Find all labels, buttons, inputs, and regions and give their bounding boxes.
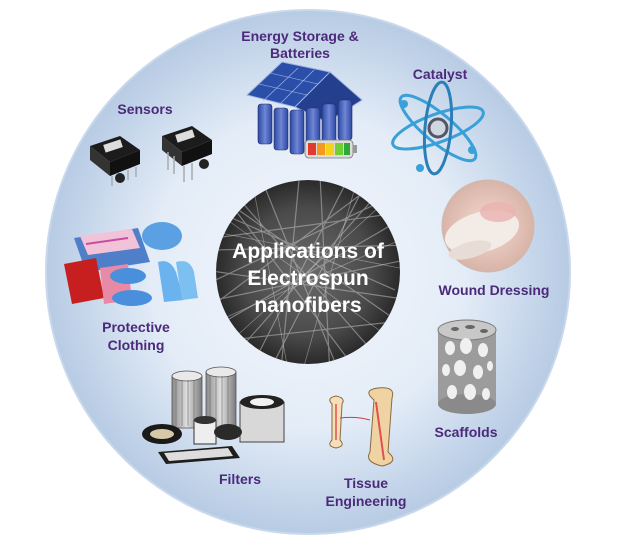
filters-label: Filters bbox=[219, 471, 261, 487]
wound-dressing-icon bbox=[441, 179, 535, 273]
protective-gear-icon bbox=[64, 222, 198, 306]
protective-label-line2: Clothing bbox=[108, 337, 165, 353]
energy-label-line1: Energy Storage & bbox=[241, 28, 358, 44]
protective-label-line1: Protective bbox=[102, 319, 170, 335]
energy-label-line2: Batteries bbox=[270, 45, 330, 61]
center-title-line2: Electrospun bbox=[247, 267, 368, 290]
sensor-chip-icon bbox=[90, 126, 212, 186]
tissue-label-line2: Engineering bbox=[326, 493, 407, 509]
wound-label: Wound Dressing bbox=[439, 282, 550, 298]
scaffolds-label: Scaffolds bbox=[434, 424, 497, 440]
center-title-line1: Applications of bbox=[232, 240, 385, 263]
sensors-label: Sensors bbox=[117, 101, 172, 117]
center-nanofiber-disc bbox=[216, 180, 400, 364]
atom-icon bbox=[391, 80, 485, 176]
tissue-label-line1: Tissue bbox=[344, 475, 388, 491]
center-title-line3: nanofibers bbox=[254, 294, 361, 317]
porous-cylinder-icon bbox=[437, 319, 497, 414]
bone-icon bbox=[329, 387, 394, 467]
air-filter-icon bbox=[142, 366, 285, 464]
solar-house-battery-icon bbox=[245, 61, 363, 159]
catalyst-label: Catalyst bbox=[413, 66, 468, 82]
